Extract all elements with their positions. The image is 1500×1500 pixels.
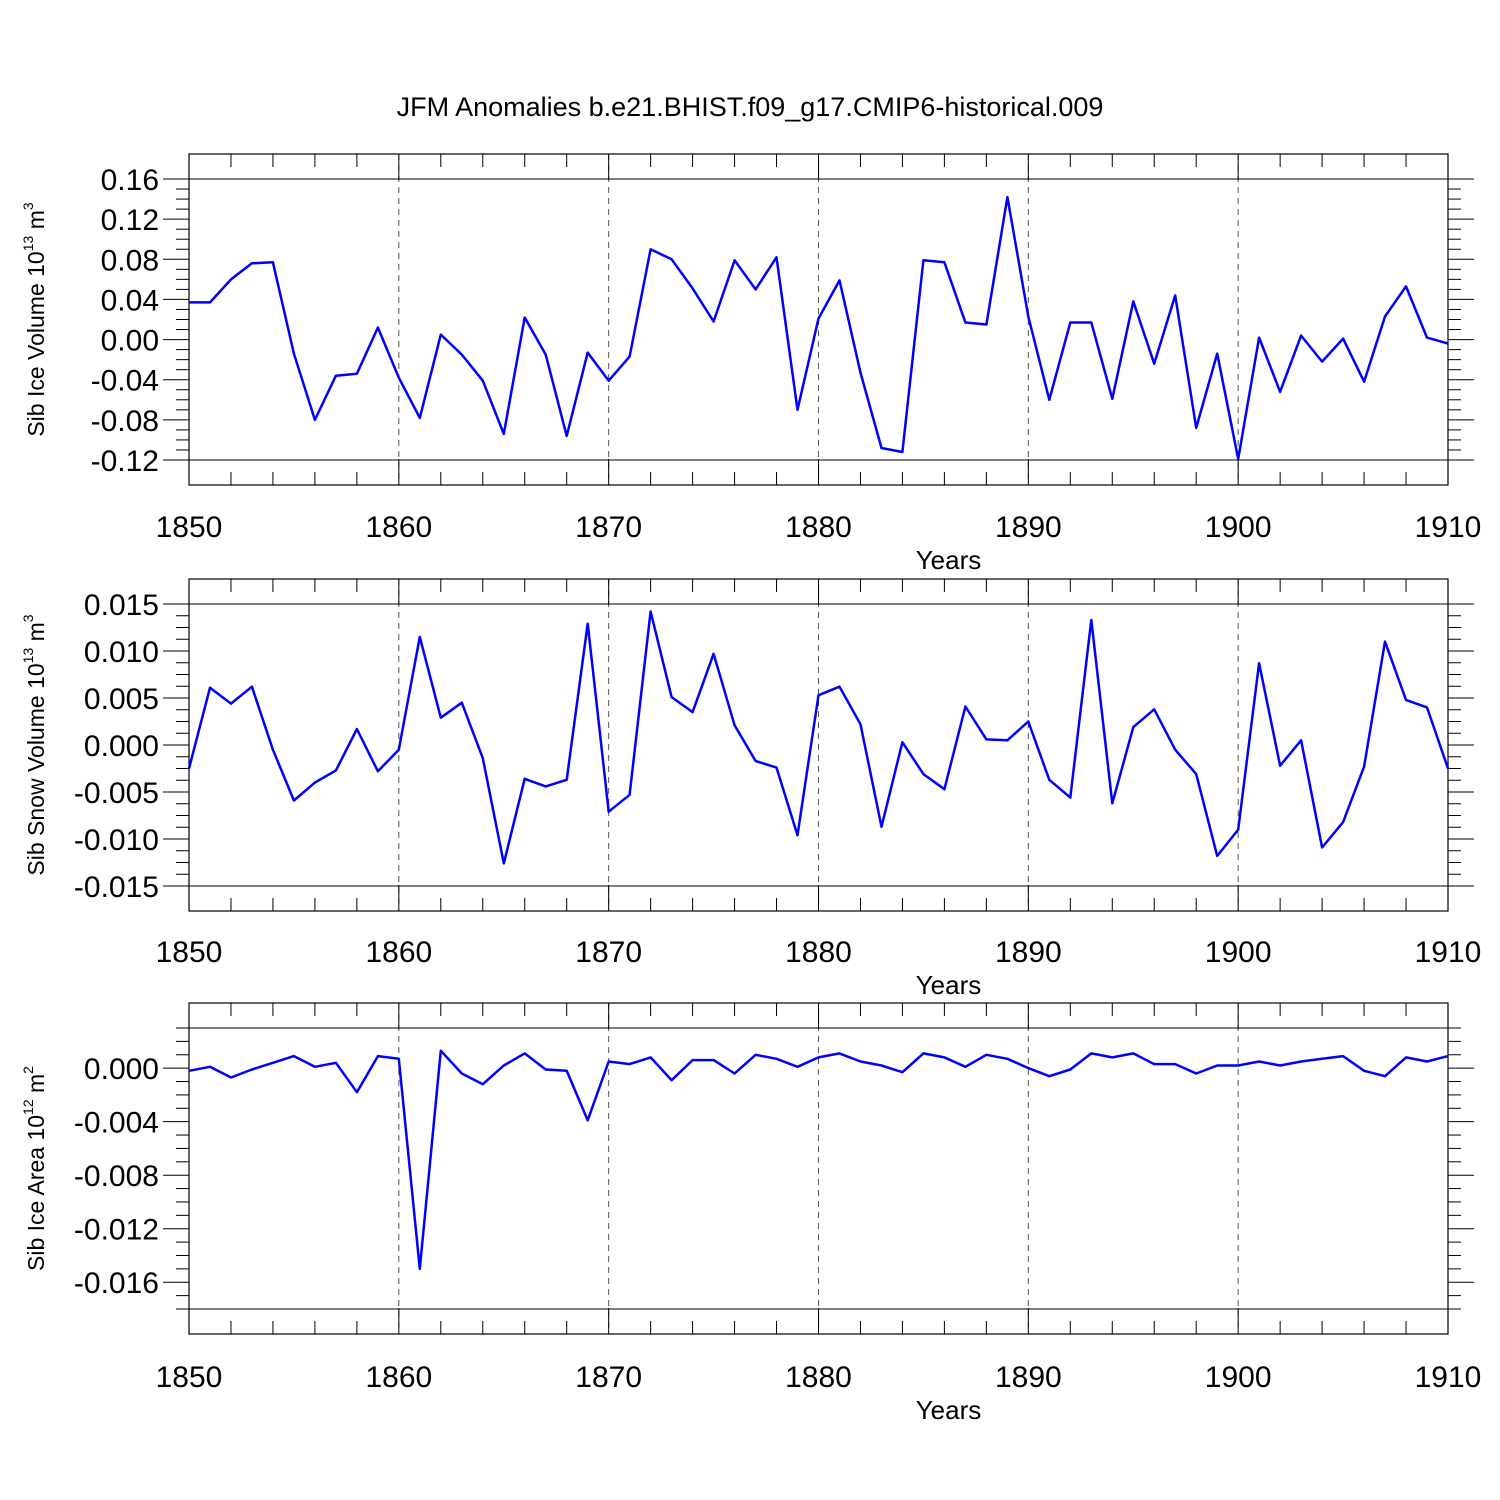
y-axis-label-exponent: 13 bbox=[20, 648, 36, 664]
y-tick-label: 0.08 bbox=[101, 244, 159, 277]
y-tick-label: -0.012 bbox=[74, 1214, 159, 1247]
y-axis-label-unit: m bbox=[23, 1074, 49, 1100]
chart-panel-3: 1850 1860 1870 1880 1890 1900 1910 Years -0.016 -… bbox=[20, 1002, 1482, 1425]
chart-panel-1: 1850 1860 1870 1880 1890 1900 1910 Years -0.12 -0… bbox=[20, 153, 1482, 575]
x-tick-label: 1900 bbox=[1205, 936, 1272, 969]
y-tick-label: 0.04 bbox=[101, 284, 159, 317]
x-tick-label: 1880 bbox=[785, 1361, 852, 1394]
y-tick-label: 0.010 bbox=[84, 636, 159, 669]
y-axis-label: Sib Snow Volume 1013 m3 bbox=[20, 614, 49, 875]
x-tick-label: 1850 bbox=[156, 1361, 223, 1394]
x-tick-label: 1890 bbox=[995, 936, 1062, 969]
y-axis-label: Sib Ice Volume 1013 m3 bbox=[20, 202, 49, 437]
x-tick-label: 1900 bbox=[1205, 1361, 1272, 1394]
y-axis-label-exponent: 13 bbox=[20, 235, 36, 251]
y-axis-label-unit-exponent: 3 bbox=[20, 614, 36, 622]
x-tick-label: 1880 bbox=[785, 511, 852, 544]
panels: 1850 1860 1870 1880 1890 1900 1910 Years -0.12 -0… bbox=[20, 153, 1482, 1425]
x-axis-label: Years bbox=[916, 970, 982, 1000]
y-axis-label-unit-exponent: 2 bbox=[20, 1066, 36, 1074]
y-tick-label: -0.04 bbox=[91, 365, 159, 398]
y-axis-label-main: Sib Ice Area 10 bbox=[23, 1115, 49, 1271]
y-tick-label: 0.00 bbox=[101, 325, 159, 358]
x-tick-label: 1880 bbox=[785, 936, 852, 969]
x-tick-label: 1870 bbox=[575, 511, 642, 544]
y-tick-label: 0.16 bbox=[101, 164, 159, 197]
x-tick-label: 1860 bbox=[365, 511, 432, 544]
y-axis-label: Sib Ice Area 1012 m2 bbox=[20, 1066, 49, 1271]
x-tick-label: 1890 bbox=[995, 1361, 1062, 1394]
y-tick-label: 0.000 bbox=[84, 1053, 159, 1086]
x-tick-label: 1900 bbox=[1205, 511, 1272, 544]
y-axis-label-exponent: 12 bbox=[20, 1099, 36, 1115]
y-tick-label: -0.008 bbox=[74, 1160, 159, 1193]
y-tick-label: 0.12 bbox=[101, 204, 159, 237]
y-axis-label-main: Sib Snow Volume 10 bbox=[23, 663, 49, 875]
y-axis-label-unit: m bbox=[23, 210, 49, 236]
y-tick-label: -0.005 bbox=[74, 777, 159, 810]
x-tick-label: 1910 bbox=[1415, 936, 1482, 969]
x-tick-label: 1910 bbox=[1415, 511, 1482, 544]
y-tick-label: -0.08 bbox=[91, 405, 159, 438]
x-axis-label: Years bbox=[916, 1395, 982, 1425]
y-tick-label: 0.015 bbox=[84, 589, 159, 622]
x-tick-label: 1850 bbox=[156, 936, 223, 969]
y-axis-label-unit-exponent: 3 bbox=[20, 202, 36, 210]
y-axis-label-main: Sib Ice Volume 10 bbox=[23, 251, 49, 436]
figure-title: JFM Anomalies b.e21.BHIST.f09_g17.CMIP6-… bbox=[397, 92, 1104, 122]
x-tick-label: 1860 bbox=[365, 936, 432, 969]
x-tick-label: 1890 bbox=[995, 511, 1062, 544]
x-tick-label: 1850 bbox=[156, 511, 223, 544]
x-tick-label: 1870 bbox=[575, 936, 642, 969]
y-tick-label: -0.004 bbox=[74, 1107, 159, 1140]
y-tick-label: 0.005 bbox=[84, 683, 159, 716]
x-axis-label: Years bbox=[916, 545, 982, 575]
y-axis-label-unit: m bbox=[23, 622, 49, 648]
x-tick-label: 1860 bbox=[365, 1361, 432, 1394]
x-tick-label: 1910 bbox=[1415, 1361, 1482, 1394]
y-tick-label: -0.015 bbox=[74, 871, 159, 904]
x-tick-label: 1870 bbox=[575, 1361, 642, 1394]
y-tick-label: -0.016 bbox=[74, 1267, 159, 1300]
y-tick-label: -0.010 bbox=[74, 824, 159, 857]
y-tick-label: -0.12 bbox=[91, 445, 159, 478]
y-tick-label: 0.000 bbox=[84, 730, 159, 763]
chart-panel-2: 1850 1860 1870 1880 1890 1900 1910 Years -0.015 -… bbox=[20, 578, 1482, 1000]
